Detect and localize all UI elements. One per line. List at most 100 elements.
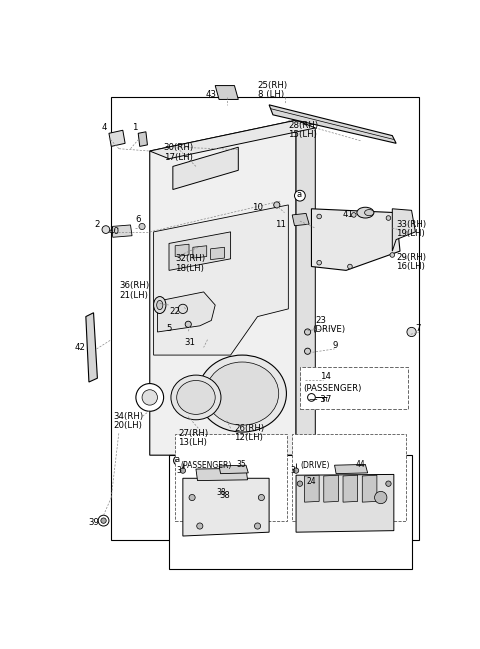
Bar xyxy=(292,434,406,520)
Circle shape xyxy=(295,190,305,201)
Bar xyxy=(300,367,408,409)
Text: 13(LH): 13(LH) xyxy=(178,438,207,447)
Text: 29(RH): 29(RH) xyxy=(396,253,426,262)
Polygon shape xyxy=(211,247,225,260)
Text: 23: 23 xyxy=(315,316,326,325)
Polygon shape xyxy=(138,132,147,147)
Text: 10: 10 xyxy=(252,202,263,212)
Circle shape xyxy=(351,213,356,217)
Circle shape xyxy=(254,523,261,529)
Polygon shape xyxy=(392,209,415,251)
Polygon shape xyxy=(312,209,400,271)
Polygon shape xyxy=(109,130,125,147)
Text: 39: 39 xyxy=(88,519,99,528)
Text: (DRIVE): (DRIVE) xyxy=(300,461,329,470)
Circle shape xyxy=(386,481,391,486)
Text: 18(LH): 18(LH) xyxy=(175,263,204,273)
Polygon shape xyxy=(175,244,189,256)
Text: 26(RH): 26(RH) xyxy=(234,424,264,433)
Polygon shape xyxy=(157,292,215,332)
Text: 35: 35 xyxy=(237,460,247,469)
Text: 42: 42 xyxy=(75,343,86,352)
Ellipse shape xyxy=(365,210,374,215)
Circle shape xyxy=(142,390,157,405)
Polygon shape xyxy=(296,474,394,532)
Circle shape xyxy=(136,384,164,411)
Circle shape xyxy=(101,518,106,523)
Circle shape xyxy=(98,515,109,526)
Circle shape xyxy=(178,304,188,313)
Circle shape xyxy=(180,468,186,473)
Polygon shape xyxy=(196,469,248,481)
Ellipse shape xyxy=(156,300,163,310)
Circle shape xyxy=(374,491,387,504)
Text: 8 (LH): 8 (LH) xyxy=(258,90,284,99)
Polygon shape xyxy=(150,120,315,159)
Circle shape xyxy=(386,215,391,220)
Polygon shape xyxy=(335,465,368,474)
Polygon shape xyxy=(154,205,288,355)
Text: 30(RH): 30(RH) xyxy=(164,143,194,152)
Text: 34(RH): 34(RH) xyxy=(114,412,144,421)
Text: 43: 43 xyxy=(206,90,217,99)
Polygon shape xyxy=(173,147,238,190)
Polygon shape xyxy=(292,214,309,226)
Bar xyxy=(169,455,411,569)
Circle shape xyxy=(293,468,299,473)
Text: 20(LH): 20(LH) xyxy=(114,421,143,430)
Text: 38: 38 xyxy=(219,491,230,500)
Text: 16(LH): 16(LH) xyxy=(396,262,425,271)
Text: 27(RH): 27(RH) xyxy=(178,429,208,438)
Text: (PASSENGER): (PASSENGER) xyxy=(304,384,362,393)
Text: 21(LH): 21(LH) xyxy=(119,291,148,300)
Text: a: a xyxy=(297,190,302,199)
Circle shape xyxy=(174,456,183,465)
Text: 3: 3 xyxy=(291,466,296,475)
Circle shape xyxy=(390,252,395,257)
Text: 41: 41 xyxy=(342,210,353,219)
Circle shape xyxy=(348,264,352,269)
Polygon shape xyxy=(86,313,97,382)
Ellipse shape xyxy=(171,375,221,420)
Text: 12(LH): 12(LH) xyxy=(234,433,264,442)
Circle shape xyxy=(304,329,311,335)
Circle shape xyxy=(317,260,322,265)
Text: 31: 31 xyxy=(184,338,195,347)
Text: 9: 9 xyxy=(332,341,337,350)
Ellipse shape xyxy=(198,355,287,432)
Circle shape xyxy=(139,223,145,230)
Polygon shape xyxy=(343,475,358,502)
Ellipse shape xyxy=(177,380,215,414)
Polygon shape xyxy=(183,478,269,536)
Circle shape xyxy=(407,327,416,337)
Text: 7: 7 xyxy=(415,324,421,334)
Polygon shape xyxy=(269,105,396,143)
Text: 38: 38 xyxy=(217,487,227,496)
Text: 5: 5 xyxy=(166,324,171,333)
Text: a: a xyxy=(174,454,179,463)
Text: 2: 2 xyxy=(94,219,100,228)
Circle shape xyxy=(102,226,110,234)
Text: 19(LH): 19(LH) xyxy=(396,229,425,238)
Text: 14: 14 xyxy=(320,372,331,381)
Bar xyxy=(111,97,419,540)
Text: 11: 11 xyxy=(275,219,286,228)
Ellipse shape xyxy=(357,207,374,218)
Polygon shape xyxy=(324,475,338,502)
Text: 15(LH): 15(LH) xyxy=(288,130,317,140)
Text: 24: 24 xyxy=(306,477,316,486)
Circle shape xyxy=(274,202,280,208)
Polygon shape xyxy=(362,475,377,502)
Ellipse shape xyxy=(154,297,166,313)
Text: 25(RH): 25(RH) xyxy=(258,81,288,90)
Polygon shape xyxy=(169,232,230,271)
Text: 32(RH): 32(RH) xyxy=(175,254,205,263)
Text: — 37: — 37 xyxy=(309,395,332,404)
Polygon shape xyxy=(193,246,207,258)
Text: 40: 40 xyxy=(109,227,120,236)
Circle shape xyxy=(297,481,302,486)
Polygon shape xyxy=(150,120,296,455)
Polygon shape xyxy=(111,225,132,238)
Circle shape xyxy=(308,393,315,401)
Polygon shape xyxy=(296,120,315,463)
